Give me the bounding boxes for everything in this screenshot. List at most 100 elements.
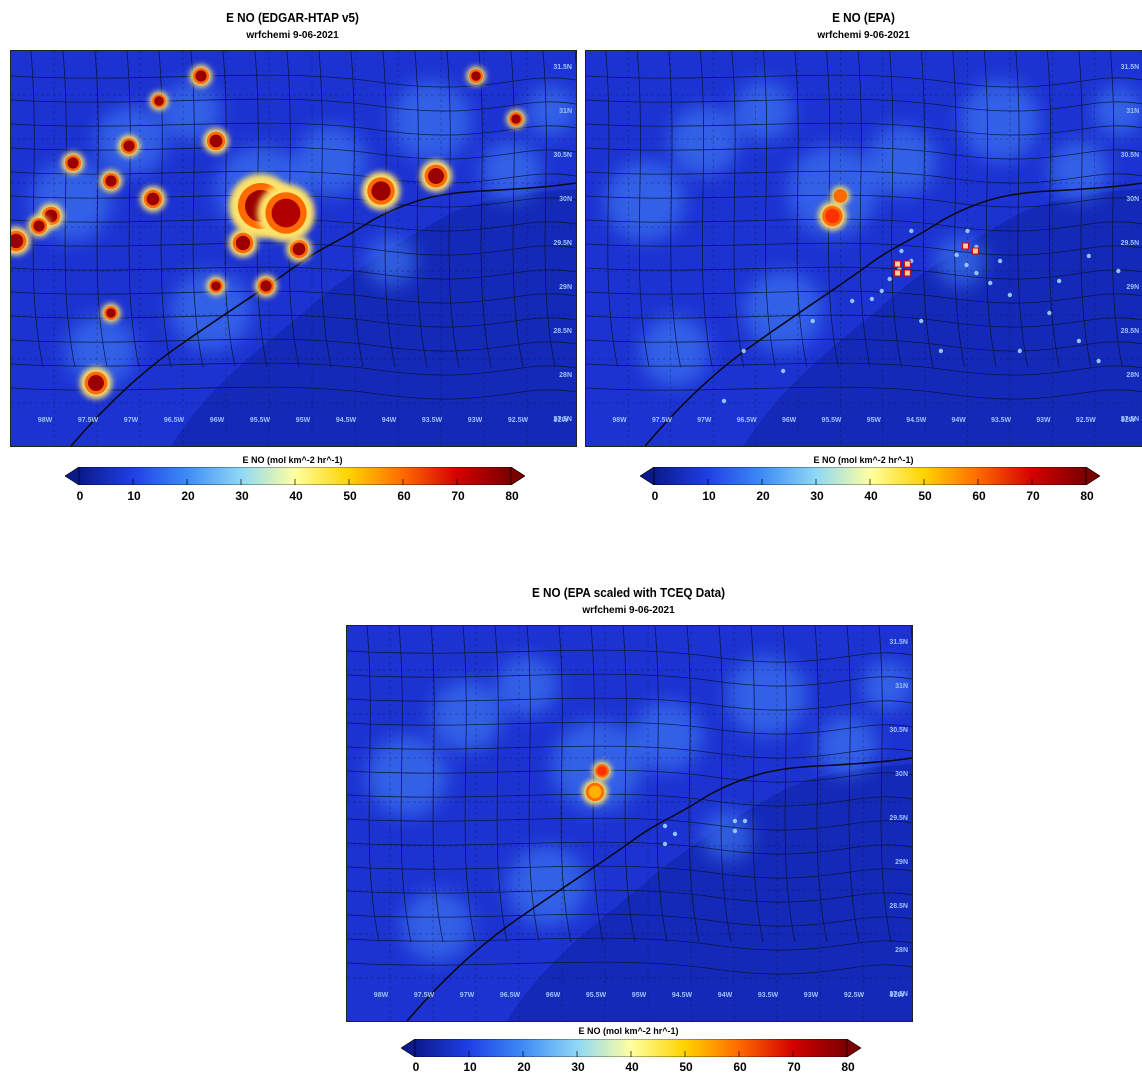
colorbar-tick-label: 0 [412,1060,420,1074]
emission-hotspot [830,186,850,206]
diffuse-emission [507,846,587,926]
point-source [662,823,668,829]
emission-hotspot [61,151,85,175]
lat-label: 27.5N [553,416,572,423]
lon-label: 95.5W [822,417,842,424]
county-border [731,51,745,368]
colorbar-tick-label: 10 [463,1060,477,1074]
colorbar-tick-label: 10 [702,489,716,503]
lon-label: 92.5W [1076,417,1096,424]
emission-hotspot [140,186,166,212]
county-border [190,51,204,368]
lon-label: 97.5W [652,417,672,424]
lon-label: 92.5W [844,992,865,999]
emission-hotspot [818,201,847,231]
lat-label: 30.5N [553,152,572,159]
lon-label: 94.5W [672,992,693,999]
colorbar-tick-label: 60 [397,489,411,503]
emission-hotspot [206,276,226,296]
lat-label: 28.5N [1121,328,1139,335]
lat-label: 31.5N [1121,64,1139,71]
lat-label: 28.5N [889,903,908,910]
county-border [718,626,732,943]
point-source [672,831,678,837]
point-source [780,368,786,374]
colorbar-tick-label: 80 [841,1060,855,1074]
colorbar-svg [64,466,526,486]
diffuse-emission [1093,86,1142,136]
colorbar-svg [639,466,1101,486]
county-border [11,218,576,232]
county-border [1046,51,1060,368]
emission-map: 31.5N 31N 30.5N 30N 29.5N 29N 28.5N 28N 27.5N 98W… [346,625,913,1022]
lon-label: 97W [124,417,139,424]
county-border [622,626,636,943]
county-border [347,937,912,951]
county-border [347,721,912,735]
emission-hotspot [101,303,121,323]
lon-label: 93.5W [422,417,443,424]
lon-label: 96W [782,417,797,424]
county-border [1078,51,1092,368]
emission-hotspot [228,228,258,258]
lat-label: 27.5N [1121,416,1139,423]
county-border [478,51,492,368]
emission-hotspot [582,779,608,805]
point-source [1007,292,1013,298]
colorbar-tick-label: 80 [505,489,519,503]
point-source [1017,348,1022,354]
colorbar-over-arrow [510,466,526,486]
emission-hotspot [11,226,31,256]
county-border [11,266,576,280]
lon-label: 92.5W [508,417,529,424]
emission-hotspot [257,184,315,242]
county-border [430,626,444,943]
lon-label: 94.5W [336,417,357,424]
lon-label: 93W [1036,417,1051,424]
county-border [366,626,380,943]
lon-label: 92W [554,417,569,424]
emission-hotspot [361,171,401,211]
point-source [909,228,914,234]
point-source [662,841,668,847]
county-border [782,626,796,943]
lat-label: 30N [1126,196,1139,203]
point-source [899,248,904,254]
county-border [586,218,1142,232]
county-border [347,745,912,759]
diffuse-emission [526,86,576,136]
county-border [398,626,412,943]
colorbar-tick-label: 20 [756,489,770,503]
point-source [1057,278,1062,284]
emission-hotspot [99,169,123,193]
point-source [732,818,738,824]
emission-map: 31.5N 31N 30.5N 30N 29.5N 29N 28.5N 28N 27.5N 98W… [585,50,1142,447]
lon-label: 95.5W [250,417,271,424]
diffuse-emission [391,81,471,161]
diffuse-emission [171,271,251,351]
point-source [741,348,746,354]
county-border [586,362,1142,376]
lon-label: 98W [38,417,53,424]
diffuse-emission [733,81,794,141]
emission-hotspot [149,91,169,111]
diffuse-emission [727,656,807,736]
lat-label: 31.5N [553,64,572,71]
county-border [347,793,912,807]
colorbar [400,1038,862,1058]
point-source [938,348,944,354]
coastline [70,182,576,446]
panel-title: E NO (EPA) [832,10,895,25]
point-source [887,276,892,282]
lat-label: 28.5N [553,328,572,335]
county-border [878,626,892,943]
point-source [997,258,1003,264]
point-source [1047,310,1052,316]
county-border [526,626,540,943]
county-border [686,626,700,943]
emission-hotspot [254,274,278,298]
point-source [894,260,901,268]
lon-label: 96W [210,417,225,424]
colorbar-label: E NO (mol km^-2 hr^-1) [813,455,914,465]
lon-label: 98W [612,417,627,424]
